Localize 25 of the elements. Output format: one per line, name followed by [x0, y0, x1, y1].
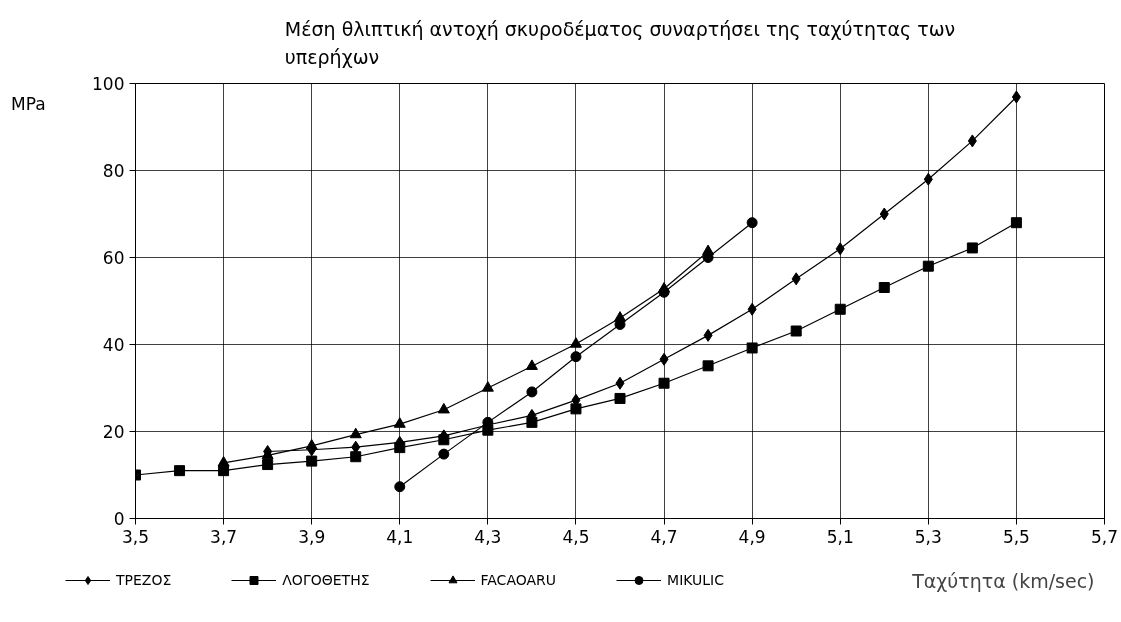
y-axis-title: MPa — [11, 93, 46, 116]
x-tick-label: 3,7 — [210, 526, 238, 547]
y-tick-label: 100 — [92, 74, 125, 94]
x-tick-label: 5,7 — [1090, 526, 1119, 547]
x-tick-label: 3,5 — [121, 526, 150, 547]
legend-label: ΛΟΓΟΘΕΤΗΣ — [282, 572, 370, 588]
legend-label: MIKULIC — [667, 572, 725, 588]
x-axis-title: Ταχύτητα (km/sec) — [911, 570, 1095, 593]
legend-label: ΤΡΕΖΟΣ — [116, 572, 172, 588]
x-tick-label: 5,5 — [1002, 526, 1030, 547]
y-tick-label: 60 — [102, 248, 125, 268]
y-tick-label: 40 — [102, 335, 125, 355]
x-tick-label: 4,9 — [738, 526, 766, 547]
x-tick-label: 3,9 — [298, 526, 326, 547]
x-tick-label: 5,1 — [826, 526, 854, 547]
x-tick-label: 5,3 — [914, 526, 942, 547]
y-tick-label: 80 — [102, 161, 125, 181]
x-tick-label: 4,7 — [650, 526, 678, 547]
x-tick-label: 4,5 — [562, 526, 590, 547]
x-tick-label: 4,3 — [474, 526, 502, 547]
chart-title: Μέση θλιπτική αντοχή σκυροδέματος συναρτήσει της ταχύτητας των υπερήχων — [284, 17, 956, 69]
y-tick-label: 0 — [113, 509, 125, 529]
y-tick-label: 20 — [102, 422, 125, 442]
legend-label: FACAOARU — [480, 572, 557, 588]
x-tick-label: 4,1 — [386, 526, 414, 547]
